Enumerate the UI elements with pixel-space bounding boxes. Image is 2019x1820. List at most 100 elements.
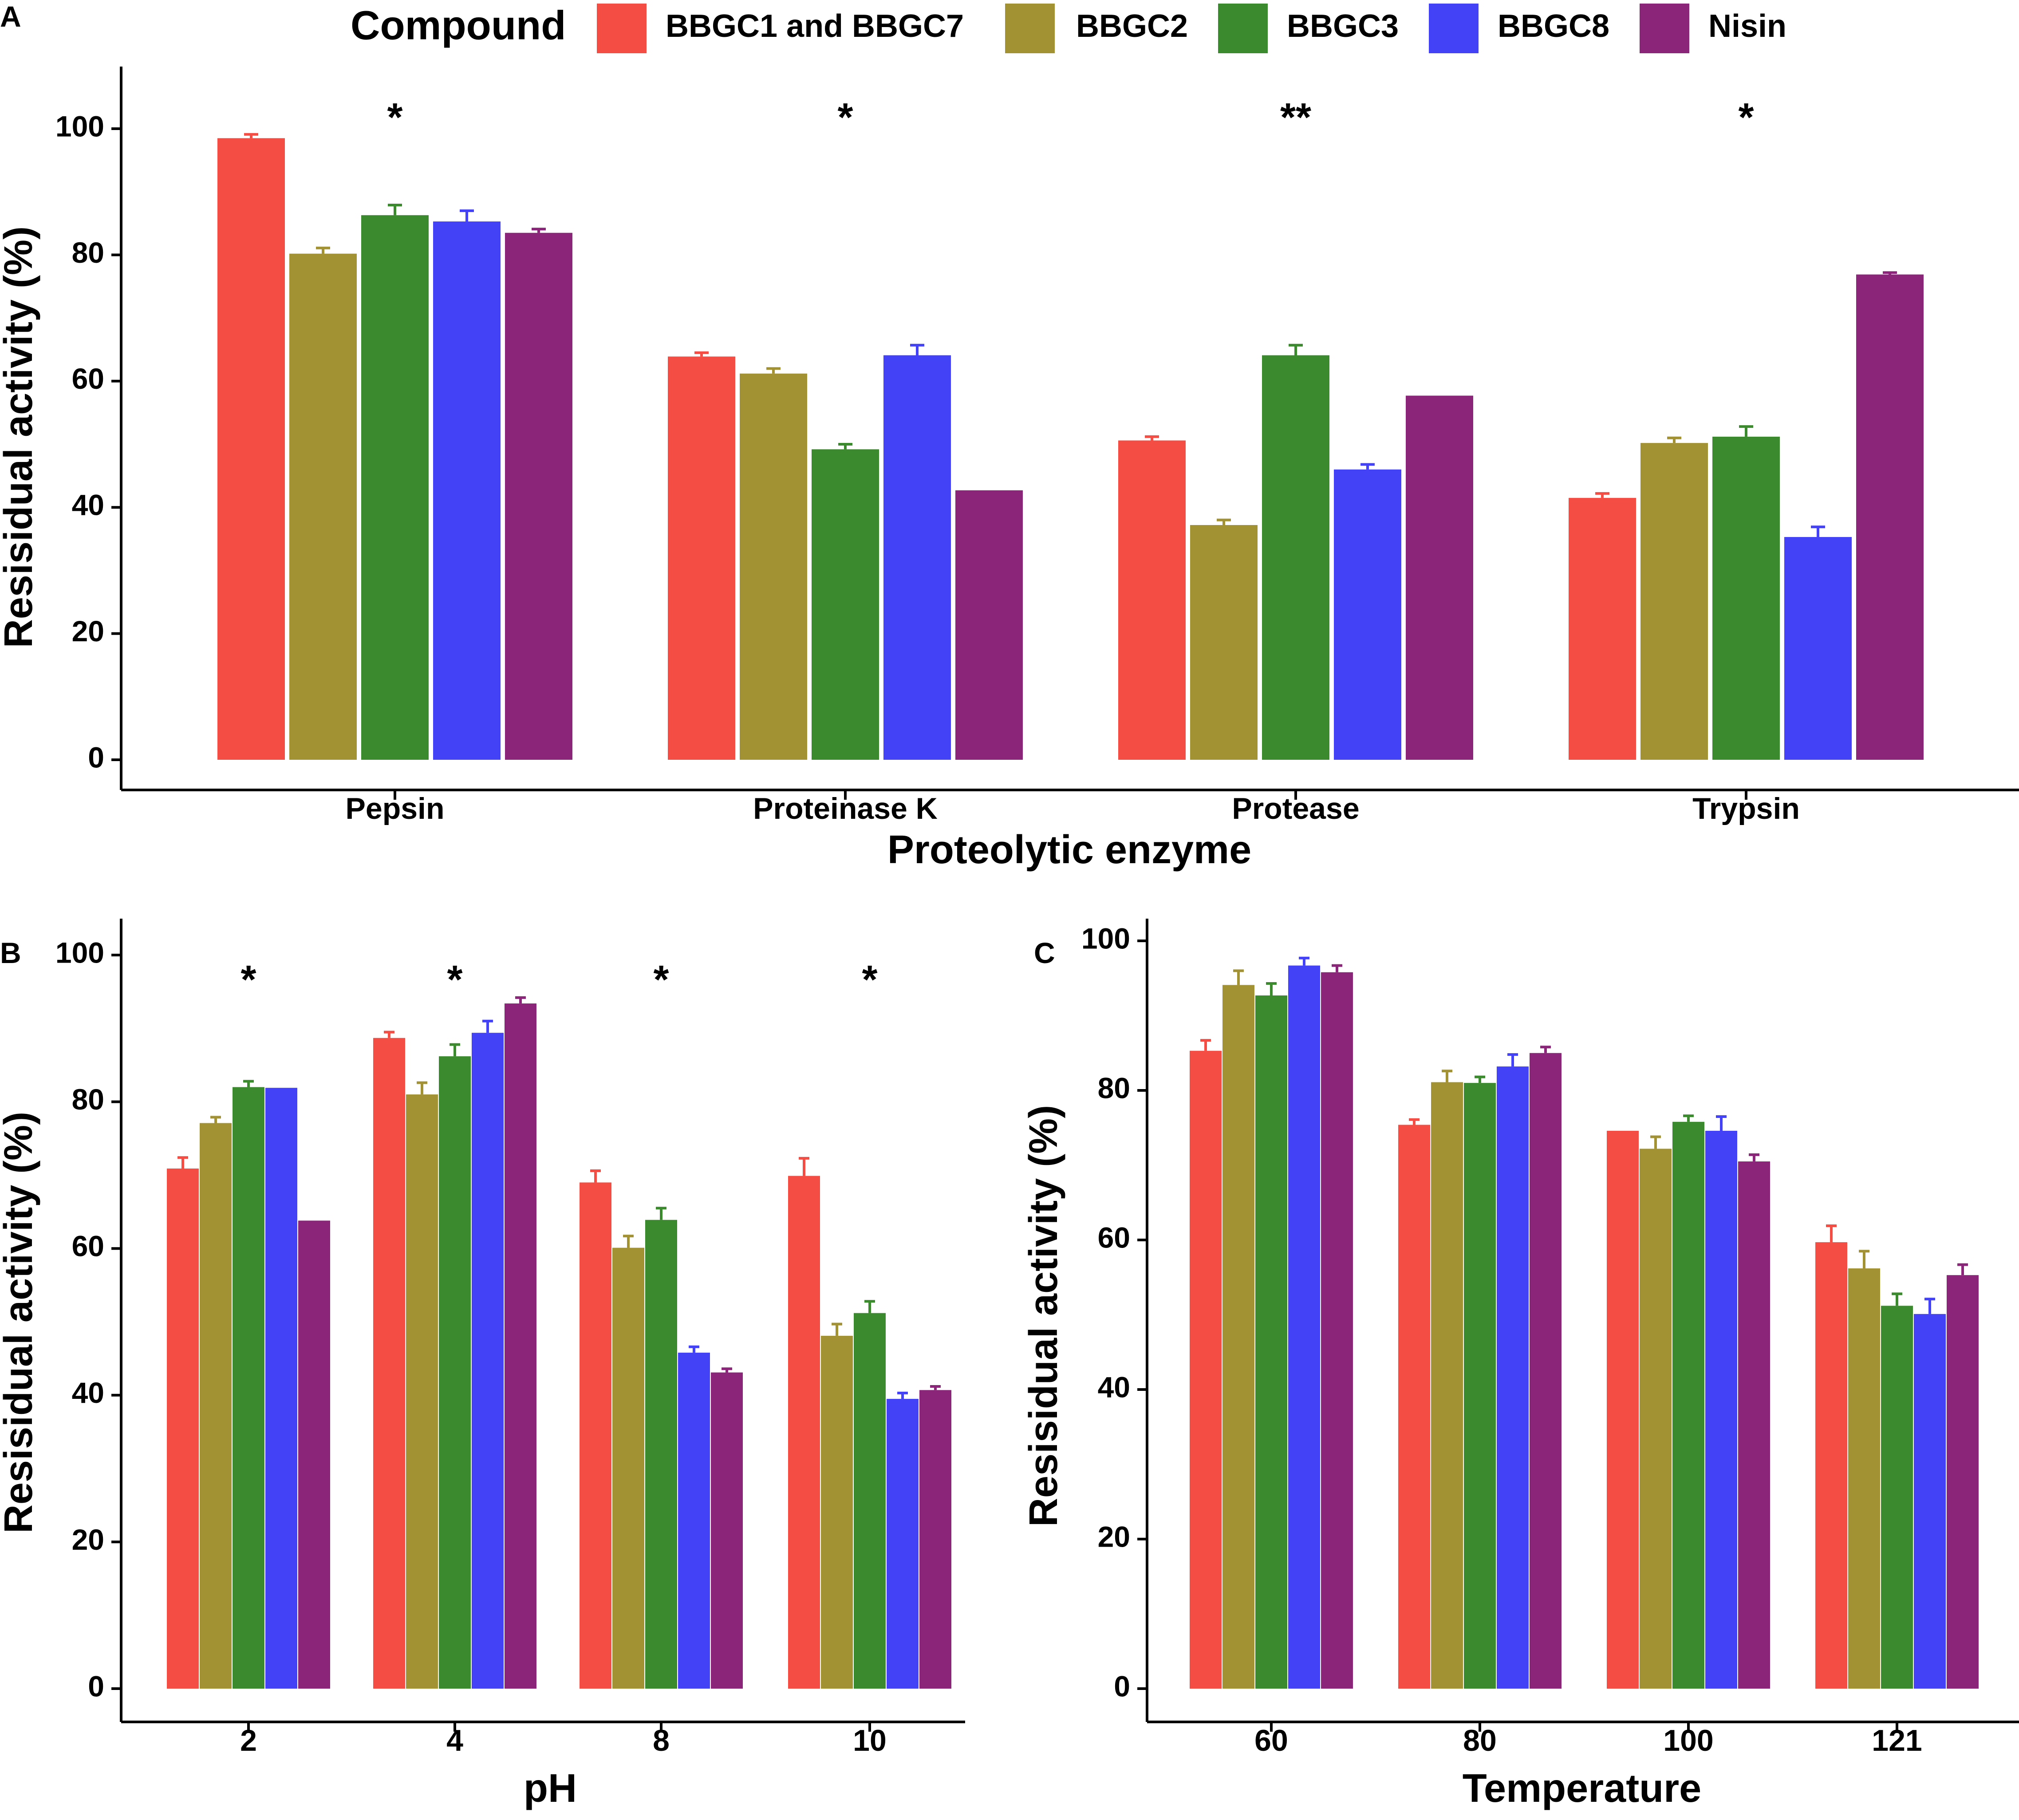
legend-swatch-bbgc2 [1005,4,1055,53]
x-tick-label: Trypsin [1692,792,1800,825]
legend-label-bbgc8: BBGC8 [1498,8,1609,44]
x-axis-label: Temperature [1463,1766,1702,1811]
significance-annotation: * [862,958,877,1002]
bar [298,1220,330,1689]
y-axis-label: Resisidual activity (%) [0,226,41,648]
x-tick-label: 2 [240,1724,257,1757]
y-tick-label: 40 [1098,1370,1130,1403]
bar [439,1056,471,1689]
y-tick-label: 0 [88,741,104,774]
y-axis-label: Resisidual activity (%) [0,1112,41,1533]
bar [406,1094,438,1689]
bar [373,1038,405,1689]
y-tick-label: 100 [55,936,104,969]
bar [433,221,501,760]
panel-label: A [0,0,21,33]
bar [883,355,951,760]
bar [1705,1130,1737,1689]
significance-annotation: * [241,958,256,1002]
x-tick-label: Protease [1232,792,1359,825]
bar [200,1123,232,1689]
y-axis-label: Resisidual activity (%) [1021,1105,1066,1527]
bar [740,373,807,760]
bar [1334,469,1401,760]
y-tick-label: 20 [72,1523,104,1556]
x-tick-label: 100 [1663,1724,1713,1757]
legend: Compound BBGC1 and BBGC7 BBGC2 BBGC3 BBG… [351,3,1786,53]
significance-annotation: ** [1280,95,1311,140]
bar [821,1335,853,1689]
bar [1497,1066,1529,1689]
x-tick-label: Proteinase K [753,792,938,825]
bar [788,1176,820,1689]
bar [1848,1268,1880,1689]
bar [472,1033,504,1689]
x-tick-label: 80 [1463,1724,1497,1757]
significance-annotation: * [447,958,462,1002]
bar [1569,497,1636,760]
significance-annotation: * [1738,95,1754,140]
legend-title: Compound [351,3,566,48]
bar [711,1372,743,1689]
x-tick-label: 10 [853,1724,887,1757]
bar [1815,1242,1847,1689]
bar [812,449,879,760]
bar [1321,972,1353,1689]
panel-b: B 0 20 40 60 80 100 Resisidual activity (%) pH 2 *… [0,919,965,1811]
bar [1398,1125,1430,1689]
y-tick-label: 40 [72,1376,104,1409]
bar [1431,1082,1463,1689]
bar [1118,440,1186,760]
y-tick-label: 80 [1098,1071,1130,1104]
legend-swatch-bbgc1-bbgc7 [597,4,647,53]
bar [1947,1275,1979,1689]
bar [233,1087,264,1689]
bar [612,1248,644,1689]
bar [505,233,572,760]
y-tick-label: 40 [72,489,104,521]
x-tick-label: 8 [653,1724,670,1757]
bar [1672,1121,1704,1689]
bar [1222,985,1254,1689]
bar [1190,1050,1222,1689]
legend-swatch-nisin [1640,4,1689,53]
legend-label-bbgc2: BBGC2 [1076,8,1188,44]
y-tick-label: 60 [1098,1221,1130,1254]
bar [265,1088,297,1689]
legend-swatch-bbgc3 [1218,4,1268,53]
bar [167,1169,199,1689]
bar [1190,525,1258,760]
panel-a: A 0 20 40 60 80 100 Resisidual activity (%) Prot… [0,0,2019,872]
y-tick-label: 20 [1098,1520,1130,1553]
y-tick-label: 20 [72,615,104,647]
bar [1856,274,1924,760]
bar [1914,1314,1946,1689]
legend-swatch-bbgc8 [1429,4,1479,53]
y-tick-label: 100 [55,110,104,142]
bar [1738,1161,1770,1689]
bar [1255,995,1287,1689]
legend-label-nisin: Nisin [1708,8,1786,44]
x-axis-label: Proteolytic enzyme [887,828,1251,872]
bar [289,253,357,760]
bar [580,1182,611,1689]
bar [645,1220,677,1689]
bar [668,356,735,760]
y-tick-label: 0 [88,1670,104,1702]
bar [1406,395,1473,760]
significance-annotation: * [387,95,402,140]
y-tick-label: 60 [72,362,104,395]
bar [1881,1306,1913,1689]
bar [887,1399,919,1689]
legend-label-bbgc3: BBGC3 [1287,8,1399,44]
bar [1640,1149,1672,1689]
y-tick-label: 100 [1081,922,1130,955]
significance-annotation: * [653,958,669,1002]
bar [1288,965,1320,1689]
bar [854,1313,886,1689]
legend-label-bbgc1-bbgc7: BBGC1 and BBGC7 [666,8,964,44]
bar [1464,1083,1496,1689]
significance-annotation: * [837,95,853,140]
panel-c: C 0 20 40 60 80 100 Resisidual activity (%) Temp… [1021,919,2019,1811]
bar [919,1390,951,1689]
